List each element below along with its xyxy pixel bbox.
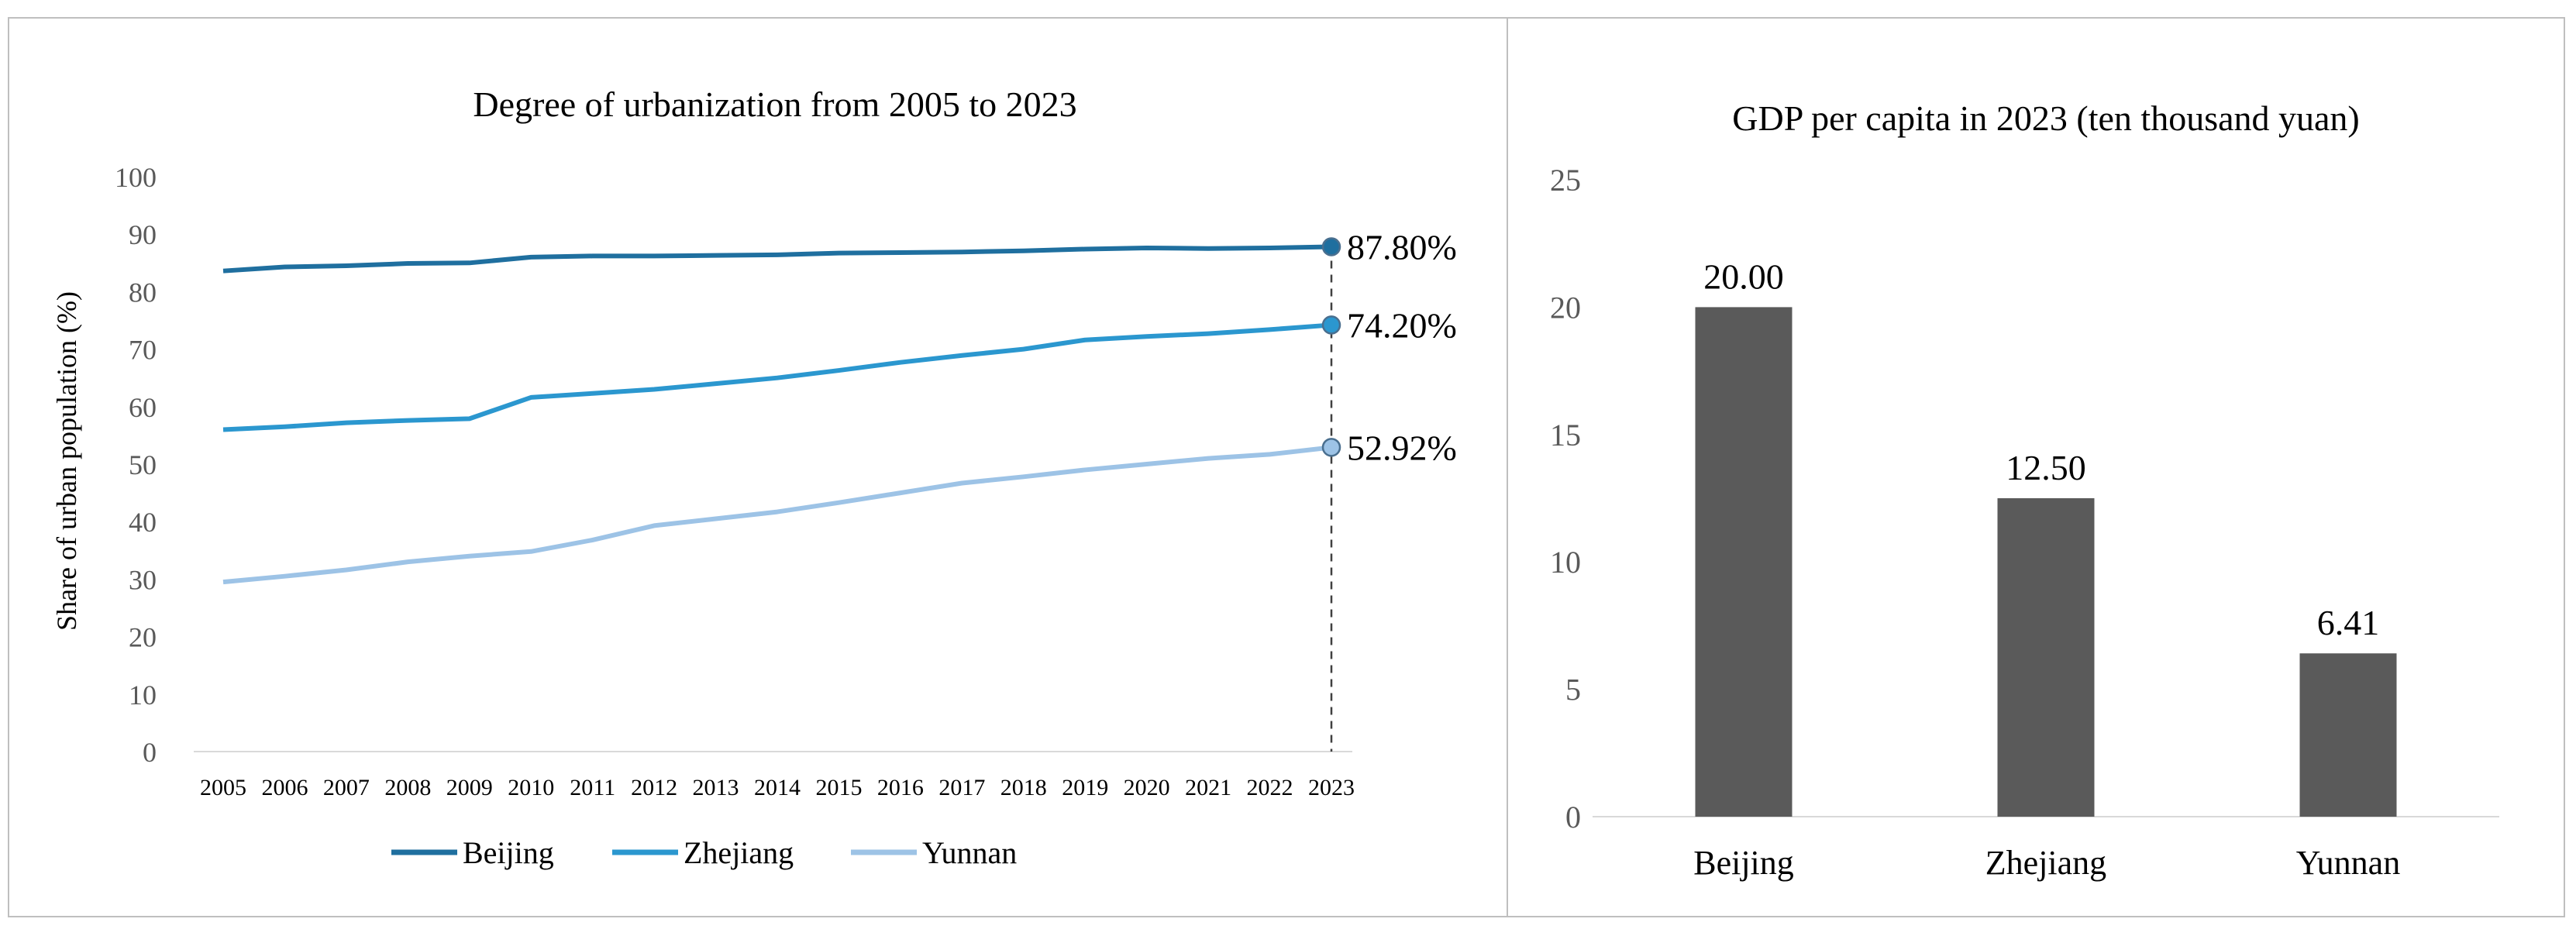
line-x-tick-label: 2010 [508,775,554,800]
line-x-tick-label: 2006 [261,775,308,800]
figure-frame [8,17,2565,917]
line-x-tick-label: 2018 [1000,775,1047,800]
endpoint-marker-zhejiang [1321,315,1341,335]
line-chart-y-ticks: 0 10 20 30 40 50 60 70 80 90 100 [115,162,157,768]
line-y-tick-label: 0 [143,737,157,768]
line-x-tick-label: 2007 [323,775,370,800]
series-line-zhejiang [222,322,1332,432]
urbanization-line-chart: Degree of urbanization from 2005 to 2023… [51,84,1457,870]
line-y-tick-label: 80 [129,277,157,308]
series-line-beijing [222,244,1332,274]
endpoint-marker-yunnan [1321,438,1341,457]
line-x-tick-label: 2013 [693,775,739,800]
legend-label-beijing: Beijing [463,835,554,870]
line-chart-series: 87.80% 74.20% 52.92% [222,228,1457,585]
line-chart-x-ticks: 2005 2006 2007 2008 2009 2010 2011 2012 2013 2014… [200,775,1355,800]
endpoint-label-beijing: 87.80% [1347,228,1457,267]
line-x-tick-label: 2015 [815,775,862,800]
line-y-tick-label: 60 [129,392,157,423]
line-x-tick-label: 2011 [570,775,615,800]
line-x-tick-label: 2022 [1247,775,1293,800]
line-x-tick-label: 2019 [1062,775,1108,800]
line-x-tick-label: 2020 [1124,775,1170,800]
line-chart-legend: Beijing Zhejiang Yunnan [391,835,1017,870]
line-y-tick-label: 50 [129,449,157,480]
line-y-tick-label: 100 [115,162,157,193]
legend-label-yunnan: Yunnan [922,835,1017,870]
legend-label-zhejiang: Zhejiang [684,835,794,870]
line-y-tick-label: 70 [129,335,157,366]
line-x-tick-label: 2012 [631,775,677,800]
endpoint-marker-beijing [1321,237,1341,256]
line-chart-title: Degree of urbanization from 2005 to 2023 [473,84,1076,124]
endpoint-label-yunnan: 52.92% [1347,428,1457,467]
line-y-tick-label: 30 [129,564,157,595]
endpoint-label-zhejiang: 74.20% [1347,305,1457,345]
line-x-tick-label: 2008 [384,775,431,800]
line-x-tick-label: 2017 [938,775,985,800]
line-x-tick-label: 2009 [446,775,493,800]
line-x-tick-label: 2005 [200,775,246,800]
line-y-tick-label: 10 [129,680,157,711]
line-x-tick-label: 2016 [877,775,924,800]
line-y-tick-label: 90 [129,219,157,250]
line-x-tick-label: 2021 [1185,775,1231,800]
line-y-tick-label: 20 [129,622,157,653]
line-x-tick-label: 2014 [754,775,801,800]
series-line-yunnan [222,445,1332,585]
line-y-tick-label: 40 [129,507,157,538]
panel-divider [1507,17,1508,917]
line-chart-y-axis-label: Share of urban population (%) [51,291,82,631]
line-x-tick-label: 2023 [1308,775,1355,800]
